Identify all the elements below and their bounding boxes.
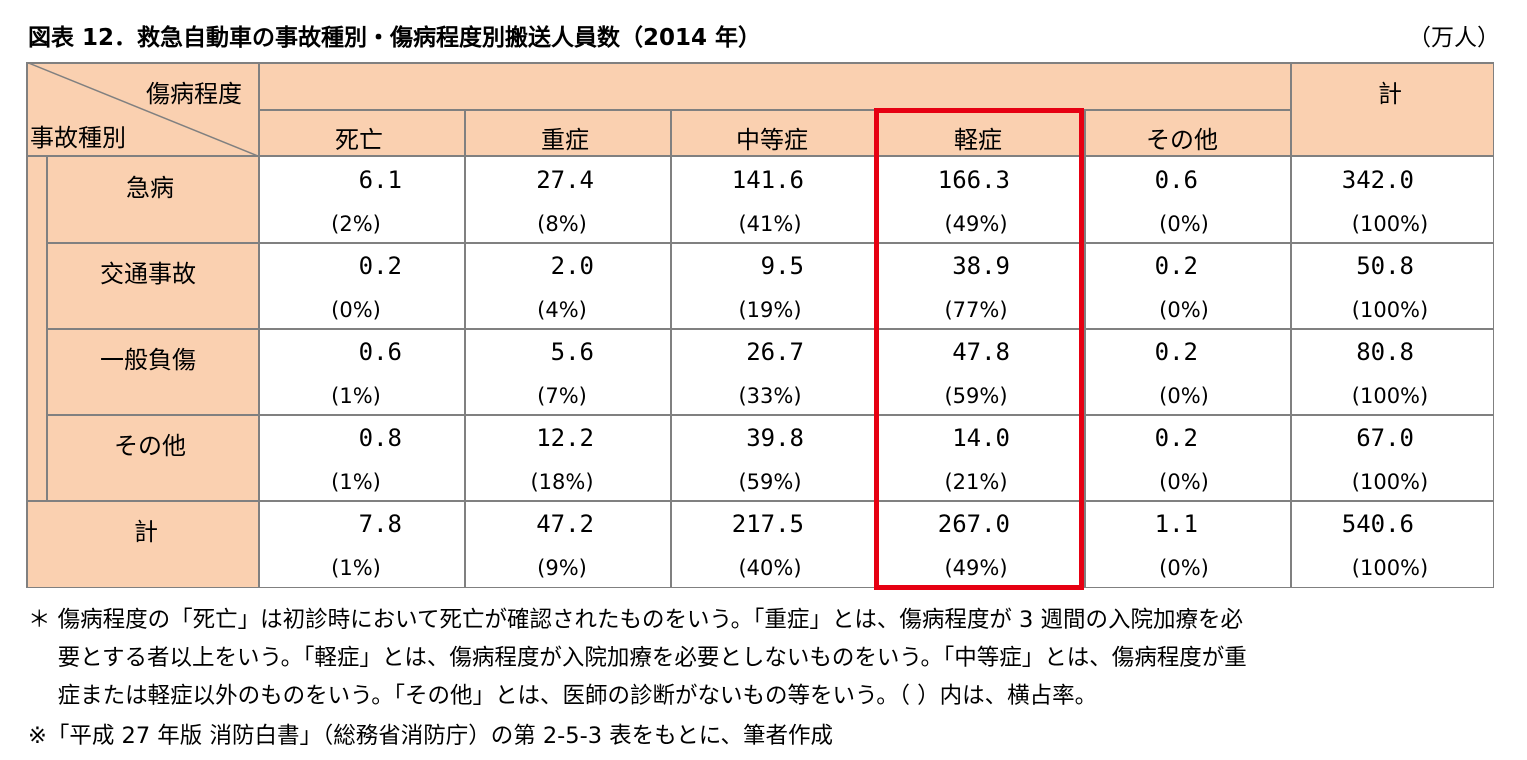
cell-value: 540.6 bbox=[1341, 510, 1414, 538]
cell-value: 1.1 bbox=[1154, 510, 1198, 538]
data-table: 傷病程度 事故種別 計 死亡 重症 中等症 軽症 その他 急病 交通事故 一般負… bbox=[26, 62, 1494, 590]
cell-value: 0.8 bbox=[358, 424, 402, 452]
cell-value: 67.0 bbox=[1356, 424, 1414, 452]
cell-share: (1%) bbox=[331, 556, 381, 580]
cell-value: 0.6 bbox=[358, 338, 402, 366]
cell-share: (4%) bbox=[537, 298, 587, 322]
left-spacer-column bbox=[26, 156, 46, 500]
severity-axis-label: 傷病程度 bbox=[146, 80, 242, 108]
cell-share: (1%) bbox=[331, 470, 381, 494]
cell-share: (100%) bbox=[1351, 298, 1429, 322]
unit-label: （万人） bbox=[1408, 25, 1500, 51]
mild-column-highlight bbox=[874, 108, 1084, 590]
cell-share: (0%) bbox=[1159, 212, 1209, 236]
cell-share: (77%) bbox=[944, 298, 1008, 322]
cell-share: (0%) bbox=[1159, 556, 1209, 580]
cell-value: 0.2 bbox=[358, 252, 402, 280]
cell-value: 166.3 bbox=[937, 166, 1010, 194]
cell-value: 0.2 bbox=[1154, 424, 1198, 452]
cell-value: 26.7 bbox=[746, 338, 804, 366]
cell-value: 39.8 bbox=[746, 424, 804, 452]
cell-share: (40%) bbox=[738, 556, 802, 580]
cell-value: 6.1 bbox=[358, 166, 402, 194]
cell-value: 9.5 bbox=[760, 252, 804, 280]
source-note: ※「平成 27 年版 消防白書」（総務省消防庁）の第 2-5-3 表をもとに、筆… bbox=[28, 723, 834, 749]
cell-value: 0.2 bbox=[1154, 338, 1198, 366]
figure-title: 図表 12．救急自動車の事故種別・傷病程度別搬送人員数（2014 年） bbox=[28, 25, 762, 51]
cell-share: (0%) bbox=[1159, 298, 1209, 322]
cell-share: (59%) bbox=[738, 470, 802, 494]
footnote-line-1: ＊ 傷病程度の「死亡」は初診時において死亡が確認されたものをいう。「重症」とは、… bbox=[28, 607, 1243, 633]
cell-value: 50.8 bbox=[1356, 252, 1414, 280]
cell-share: (0%) bbox=[1159, 384, 1209, 408]
col-header-death: 死亡 bbox=[335, 126, 383, 154]
cell-value: 2.0 bbox=[550, 252, 594, 280]
col-header-severe: 重症 bbox=[541, 126, 589, 154]
row-label-other: その他 bbox=[114, 432, 186, 460]
cell-share: (21%) bbox=[944, 470, 1008, 494]
cell-share: (9%) bbox=[537, 556, 587, 580]
cell-value: 38.9 bbox=[952, 252, 1010, 280]
cell-value: 0.6 bbox=[1154, 166, 1198, 194]
cell-share: (18%) bbox=[530, 470, 594, 494]
cell-share: (2%) bbox=[331, 212, 381, 236]
cell-value: 14.0 bbox=[952, 424, 1010, 452]
cell-share: (0%) bbox=[1159, 470, 1209, 494]
type-axis-label: 事故種別 bbox=[30, 124, 126, 152]
cell-value: 7.8 bbox=[358, 510, 402, 538]
cell-share: (33%) bbox=[738, 384, 802, 408]
row-label-traffic: 交通事故 bbox=[100, 260, 196, 288]
footnote-line-2: 要とする者以上をいう。「軽症」とは、傷病程度が入院加療を必要としないものをいう。… bbox=[28, 645, 1247, 671]
cell-share: (19%) bbox=[738, 298, 802, 322]
cell-value: 47.2 bbox=[536, 510, 594, 538]
cell-share: (59%) bbox=[944, 384, 1008, 408]
row-label-injury: 一般負傷 bbox=[100, 346, 196, 374]
header-total: 計 bbox=[1378, 80, 1402, 108]
col-header-other: その他 bbox=[1146, 126, 1218, 154]
cell-value: 5.6 bbox=[550, 338, 594, 366]
total-row-label-cell bbox=[26, 500, 258, 588]
cell-share: (41%) bbox=[738, 212, 802, 236]
cell-share: (7%) bbox=[537, 384, 587, 408]
cell-share: (100%) bbox=[1351, 470, 1429, 494]
cell-share: (1%) bbox=[331, 384, 381, 408]
diagonal-header-line bbox=[26, 62, 258, 156]
col-header-mild: 軽症 bbox=[954, 126, 1002, 154]
col-header-moderate: 中等症 bbox=[736, 126, 808, 154]
cell-share: (49%) bbox=[944, 556, 1008, 580]
cell-share: (100%) bbox=[1351, 384, 1429, 408]
cell-share: (0%) bbox=[331, 298, 381, 322]
cell-value: 342.0 bbox=[1341, 166, 1414, 194]
footnote-line-3: 症または軽症以外のものをいう。「その他」とは、医師の診断がないもの等をいう。（ … bbox=[28, 683, 1098, 709]
row-label-total: 計 bbox=[134, 518, 158, 546]
cell-value: 12.2 bbox=[536, 424, 594, 452]
cell-value: 0.2 bbox=[1154, 252, 1198, 280]
cell-share: (49%) bbox=[944, 212, 1008, 236]
cell-share: (100%) bbox=[1351, 212, 1429, 236]
row-label-illness: 急病 bbox=[126, 174, 174, 202]
cell-value: 27.4 bbox=[536, 166, 594, 194]
cell-share: (100%) bbox=[1351, 556, 1429, 580]
cell-share: (8%) bbox=[537, 212, 587, 236]
cell-value: 47.8 bbox=[952, 338, 1010, 366]
cell-value: 217.5 bbox=[731, 510, 804, 538]
cell-value: 80.8 bbox=[1356, 338, 1414, 366]
cell-value: 141.6 bbox=[731, 166, 804, 194]
cell-value: 267.0 bbox=[937, 510, 1010, 538]
